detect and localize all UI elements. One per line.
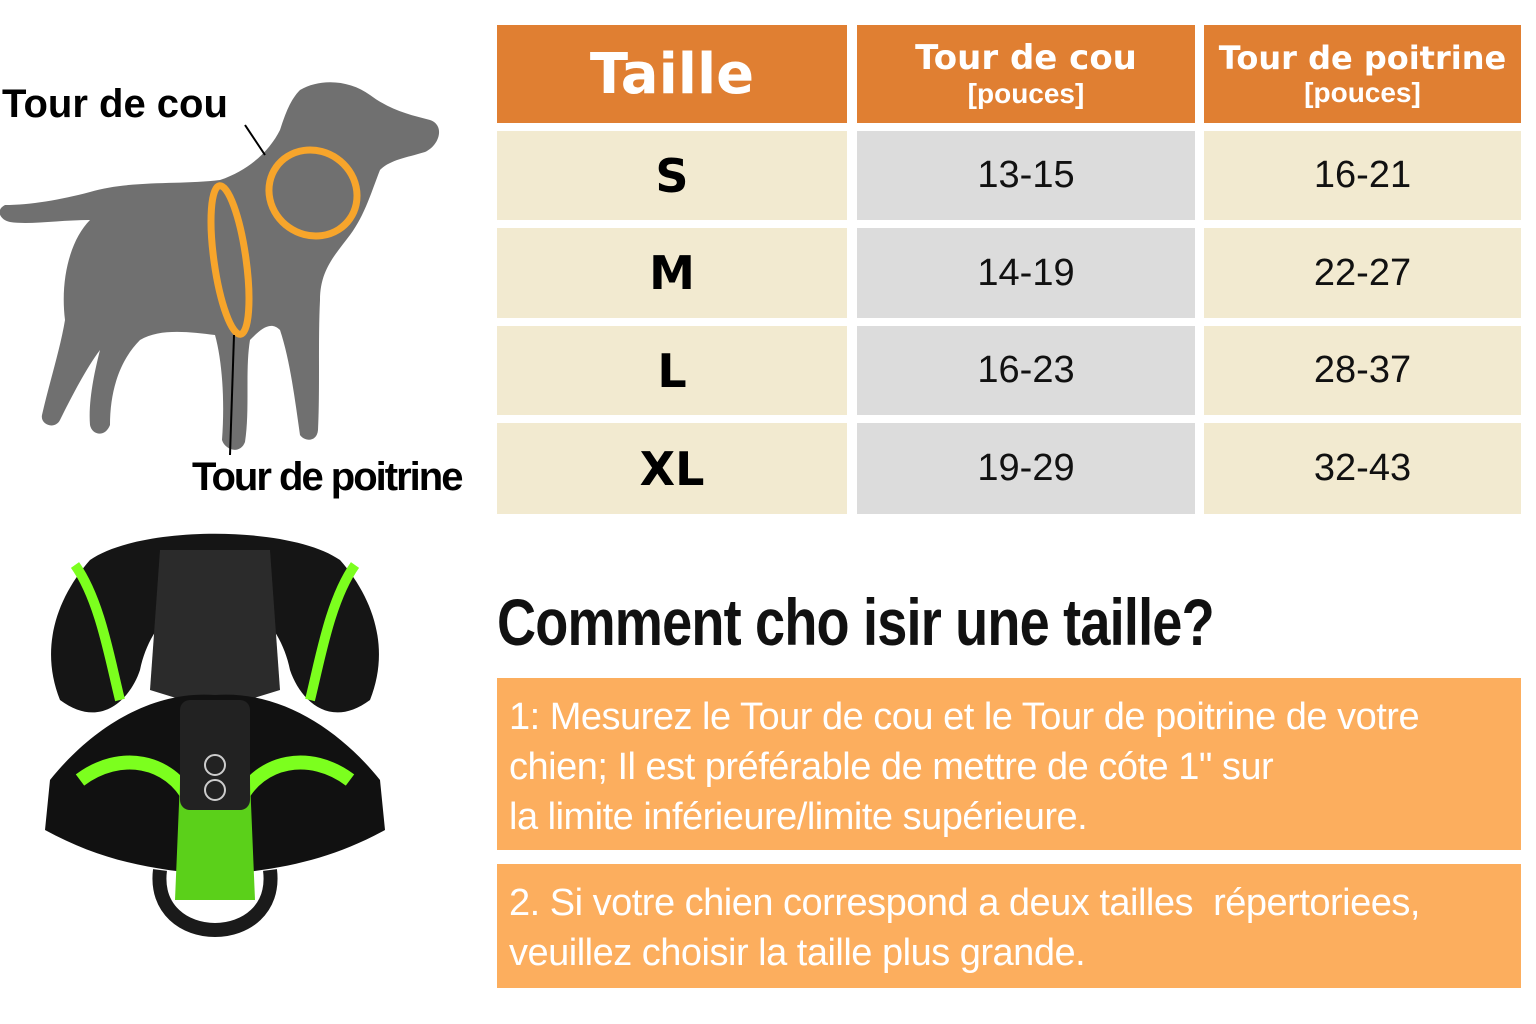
- row-xl-size: XL: [497, 423, 847, 514]
- row-s-size: S: [497, 131, 847, 220]
- header-chest-title: Tour de poitrine: [1218, 39, 1507, 77]
- row-s-chest: 16-21: [1204, 131, 1521, 220]
- dog-silhouette: [0, 82, 439, 450]
- row-xl-neck: 19-29: [857, 423, 1195, 514]
- harness-image: [45, 533, 385, 937]
- row-s-neck: 13-15: [857, 131, 1195, 220]
- header-neck: Tour de cou [pouces]: [857, 25, 1195, 123]
- chest-pointer-line: [229, 334, 235, 456]
- step-2-line: veuillez choisir la taille plus grande.: [509, 932, 1086, 974]
- chest-ring: [207, 182, 253, 338]
- neck-pointer-line: [244, 124, 266, 156]
- guide-heading: Comment cho isir une taille?: [497, 585, 1215, 659]
- row-l-neck: 16-23: [857, 326, 1195, 415]
- row-l-size: L: [497, 326, 847, 415]
- row-m-neck: 14-19: [857, 228, 1195, 318]
- step-2-line: 2. Si votre chien correspond a deux tail…: [509, 882, 1420, 924]
- chest-label: Tour de poitrine: [192, 455, 463, 499]
- header-size: Taille: [497, 25, 847, 123]
- row-l-chest: 28-37: [1204, 326, 1521, 415]
- step-1-line: chien; Il est préférable de mettre de có…: [509, 746, 1274, 788]
- row-m-size: M: [497, 228, 847, 318]
- guide-step-2: 2. Si votre chien correspond a deux tail…: [497, 864, 1521, 988]
- row-m-chest: 22-27: [1204, 228, 1521, 318]
- step-1-line: la limite inférieure/limite supérieure.: [509, 796, 1088, 838]
- header-size-title: Taille: [589, 41, 755, 107]
- step-1-line: 1: Mesurez le Tour de cou et le Tour de …: [509, 696, 1420, 738]
- neck-ring: [265, 146, 361, 240]
- row-xl-chest: 32-43: [1204, 423, 1521, 514]
- header-chest-unit: [pouces]: [1304, 77, 1421, 108]
- neck-label: Tour de cou: [2, 82, 228, 126]
- header-chest: Tour de poitrine [pouces]: [1204, 25, 1521, 123]
- dog-measurement-diagram: [0, 82, 439, 456]
- header-neck-unit: [pouces]: [967, 78, 1085, 109]
- header-neck-title: Tour de cou: [915, 38, 1137, 78]
- guide-step-1: 1: Mesurez le Tour de cou et le Tour de …: [497, 678, 1521, 850]
